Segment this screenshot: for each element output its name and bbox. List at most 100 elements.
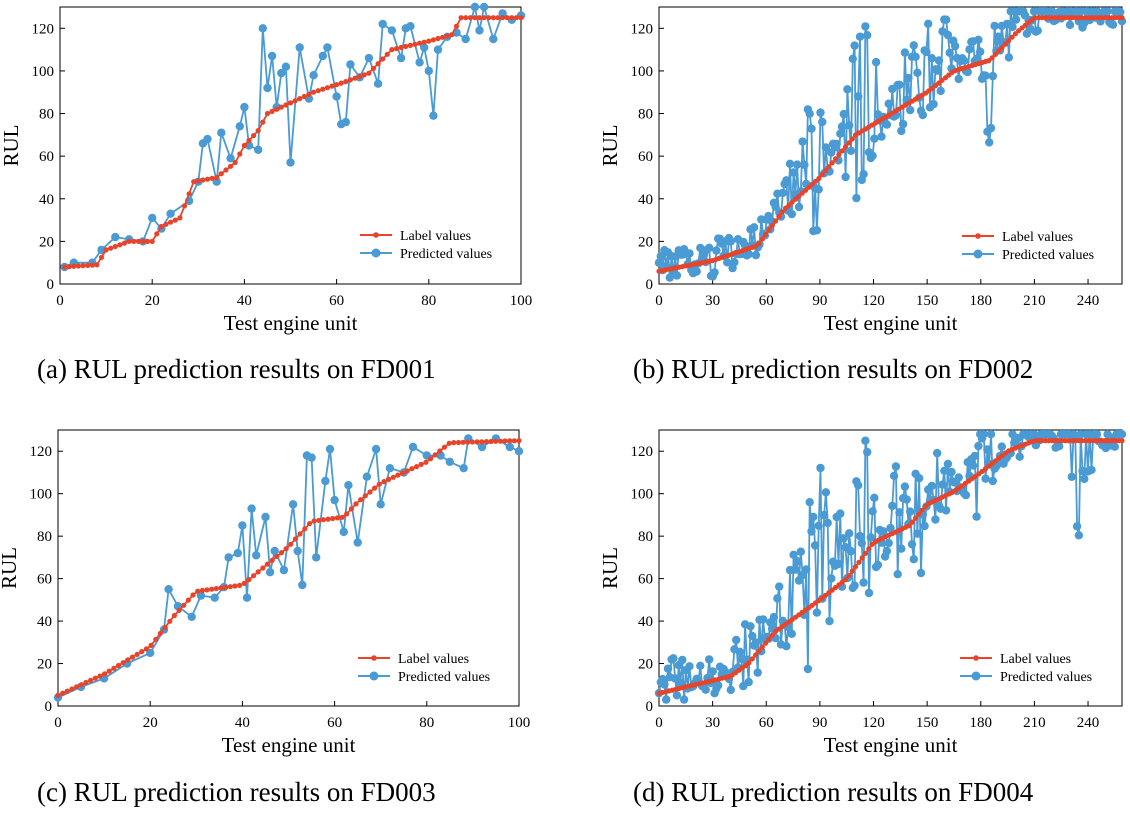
- label-values-point: [126, 238, 132, 244]
- label-values-point: [395, 472, 401, 478]
- predicted-values-point: [1067, 472, 1077, 481]
- label-values-point: [316, 517, 322, 523]
- predicted-values-point: [420, 43, 429, 52]
- predicted-values-point: [148, 213, 157, 223]
- y-tick-label: 120: [631, 444, 654, 460]
- predicted-values-point: [936, 86, 945, 96]
- label-values-point: [149, 238, 155, 244]
- predicted-values-point: [1015, 452, 1024, 461]
- label-values-point: [278, 550, 285, 556]
- label-values-point: [260, 119, 266, 125]
- predicted-values-point: [385, 464, 395, 473]
- x-tick-label: 150: [916, 715, 939, 731]
- label-values-point: [209, 175, 215, 181]
- predicted-values-point: [238, 521, 247, 530]
- predicted-values-point: [873, 560, 883, 570]
- label-values-point: [62, 264, 68, 270]
- label-values-point: [779, 209, 785, 215]
- predicted-values-point: [920, 521, 929, 531]
- label-values-point: [381, 479, 387, 485]
- label-values-point: [223, 584, 229, 590]
- label-values-point: [353, 501, 359, 507]
- predicted-values-point: [789, 550, 798, 559]
- label-values-point: [89, 262, 95, 268]
- predicted-values-point: [298, 580, 307, 590]
- panel-fd004: 0 30 60 90 120 150 180 210 240 0 20 40 60 80 100 120 Tes…: [598, 429, 1127, 757]
- label-values-point: [465, 439, 471, 445]
- label-values-point: [154, 231, 160, 237]
- label-values-point: [992, 51, 999, 58]
- x-tick-label: 80: [421, 293, 436, 309]
- label-values-point: [330, 515, 336, 522]
- predicted-values-point: [888, 501, 897, 511]
- label-values-point: [412, 41, 418, 47]
- predicted-values-point: [968, 461, 978, 470]
- predicted-values-point: [870, 134, 879, 143]
- predicted-values-point: [913, 68, 922, 78]
- label-values-point: [269, 108, 275, 114]
- label-values-point: [241, 142, 247, 149]
- predicted-values-point: [224, 553, 233, 562]
- x-tick-label: 240: [1077, 293, 1100, 309]
- label-values-point: [479, 439, 485, 445]
- label-values-point: [449, 32, 455, 38]
- x-tick-label: 100: [508, 715, 531, 731]
- caption-fd002: (b) RUL prediction results on FD002: [633, 354, 1034, 384]
- predicted-values-point: [748, 631, 757, 641]
- label-values-point: [460, 439, 466, 445]
- predicted-values-point: [864, 588, 874, 598]
- predicted-values-point: [836, 129, 845, 138]
- label-values-point: [919, 507, 925, 513]
- predicted-values-point: [1004, 53, 1014, 62]
- x-tick-label: 0: [655, 293, 663, 309]
- x-axis-label: Test engine unit: [824, 733, 958, 757]
- label-values-point: [120, 660, 126, 666]
- label-values-point: [809, 181, 815, 187]
- label-values-point: [158, 223, 164, 230]
- label-values-point: [759, 644, 765, 650]
- y-tick-label: 40: [39, 192, 54, 208]
- predicted-values-point: [696, 661, 705, 670]
- label-values-point: [451, 440, 457, 446]
- label-values-point: [816, 175, 822, 181]
- panel-fd002: 0 30 60 90 120 150 180 210 240 0 20 40 60 80 100 120 Tes…: [598, 6, 1127, 335]
- predicted-values-point: [807, 124, 816, 133]
- predicted-values-point: [277, 68, 286, 78]
- predicted-values-point: [433, 45, 443, 54]
- predicted-values-point: [233, 548, 242, 558]
- predicted-values-series: [654, 430, 1127, 704]
- predicted-values-point: [877, 132, 886, 141]
- label-values-point: [88, 677, 94, 684]
- legend-swatch-marker: [371, 248, 381, 258]
- predicted-values-point: [947, 467, 956, 477]
- predicted-values-point: [1092, 430, 1102, 439]
- predicted-values-point: [270, 546, 279, 556]
- label-values-point: [776, 213, 782, 220]
- label-values-point: [246, 577, 252, 583]
- label-values-point: [856, 559, 862, 565]
- predicted-values-point: [708, 667, 717, 676]
- x-tick-label: 40: [235, 715, 250, 731]
- predicted-values-point: [859, 170, 868, 179]
- predicted-values-point: [870, 493, 879, 502]
- y-tick-label: 0: [646, 699, 654, 715]
- label-values-line: [57, 439, 520, 697]
- label-values-point: [766, 227, 772, 233]
- label-values-point: [204, 587, 210, 593]
- predicted-values-point: [1103, 7, 1112, 16]
- label-values-point: [796, 193, 802, 199]
- predicted-values-point: [751, 638, 761, 647]
- predicted-values-point: [789, 168, 798, 177]
- predicted-values-point: [751, 250, 761, 260]
- label-values-point: [283, 546, 289, 552]
- legend-swatch-marker: [973, 249, 983, 259]
- label-values-point: [274, 106, 280, 112]
- label-values-point: [453, 23, 460, 29]
- predicted-values-point: [805, 498, 814, 507]
- x-tick-label: 20: [143, 715, 158, 731]
- label-values-point: [839, 148, 845, 154]
- caption-fd003: (c) RUL prediction results on FD003: [37, 777, 436, 807]
- label-values-point: [455, 439, 462, 446]
- predicted-values-point: [863, 447, 872, 457]
- label-values-point: [311, 518, 317, 524]
